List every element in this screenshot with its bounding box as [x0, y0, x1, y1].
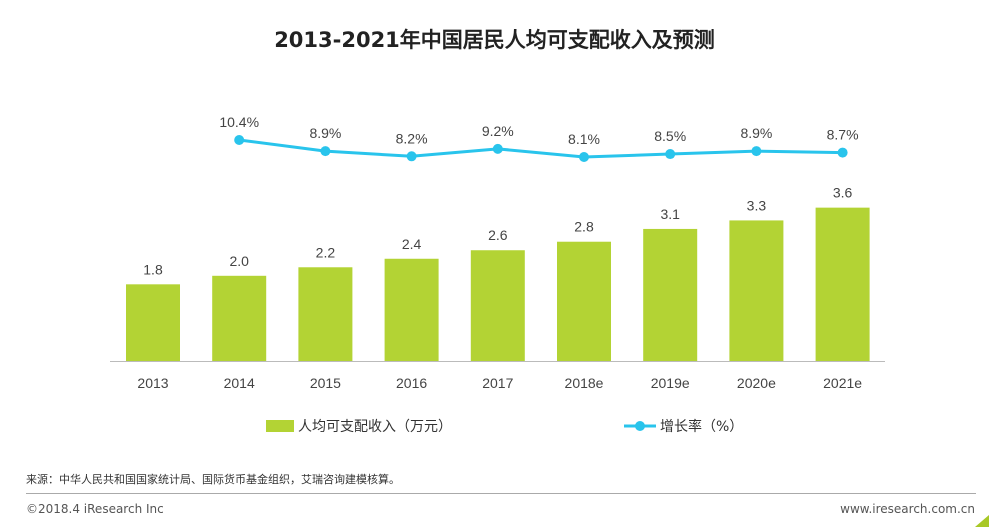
bar-data-label: 3.6	[833, 185, 853, 201]
bar-data-label: 2.2	[316, 244, 336, 260]
growth-point	[406, 151, 417, 162]
copyright: ©2018.4 iResearch Inc	[26, 502, 164, 516]
bar-data-label: 2.4	[402, 236, 422, 252]
legend-item-income: 人均可支配收入（万元）	[266, 416, 452, 436]
growth-point	[665, 149, 676, 160]
legend-item-growth: 增长率（%）	[624, 416, 743, 436]
x-tick-label: 2018e	[565, 375, 604, 391]
bar-data-label: 2.8	[574, 219, 594, 235]
growth-point	[234, 135, 245, 145]
growth-data-label: 8.5%	[654, 128, 686, 144]
website-link[interactable]: www.iresearch.com.cn	[840, 502, 975, 516]
legend-label: 人均可支配收入（万元）	[298, 419, 452, 435]
x-tick-label: 2015	[310, 375, 341, 391]
growth-point	[751, 146, 762, 157]
growth-data-label: 9.2%	[482, 123, 514, 139]
bar-data-label: 3.3	[747, 197, 767, 213]
bar	[470, 250, 525, 361]
legend-bar-swatch	[266, 420, 294, 432]
bar	[212, 275, 267, 361]
bar	[557, 241, 611, 361]
growth-data-label: 8.2%	[396, 130, 428, 146]
growth-point	[492, 143, 503, 154]
legend-label: 增长率（%）	[660, 419, 744, 435]
bar	[298, 267, 353, 361]
x-tick-label: 2019e	[651, 375, 690, 391]
bar	[384, 258, 439, 361]
legend-line-swatch	[624, 421, 656, 431]
growth-data-label: 8.9%	[309, 125, 341, 141]
bar-data-label: 2.0	[229, 253, 249, 269]
divider	[26, 493, 976, 494]
corner-decoration	[975, 515, 989, 527]
x-tick-label: 2013	[137, 375, 168, 391]
growth-point	[579, 152, 589, 163]
growth-data-label: 8.9%	[740, 125, 772, 141]
x-tick-label: 2014	[224, 375, 255, 391]
x-tick-label: 2016	[396, 375, 427, 391]
chart-title: 2013-2021年中国居民人均可支配收入及预测	[274, 28, 715, 52]
growth-data-label: 10.4%	[219, 114, 259, 130]
growth-data-label: 8.1%	[568, 131, 600, 147]
bar-data-label: 2.6	[488, 227, 508, 243]
bar	[643, 228, 698, 361]
bar	[729, 220, 784, 361]
growth-line	[239, 138, 843, 159]
growth-data-label: 8.7%	[827, 127, 859, 143]
bar-data-label: 1.8	[143, 261, 163, 277]
source-note: 来源：中华人民共和国国家统计局、国际货币基金组织，艾瑞咨询建模核算。	[26, 473, 400, 486]
bar-data-label: 3.1	[660, 206, 680, 222]
x-tick-label: 2017	[482, 375, 513, 391]
x-tick-label: 2021e	[823, 375, 862, 391]
bar	[815, 207, 870, 361]
x-tick-label: 2020e	[737, 375, 776, 391]
bar	[126, 284, 180, 361]
growth-point	[320, 146, 331, 157]
growth-point	[837, 147, 848, 158]
